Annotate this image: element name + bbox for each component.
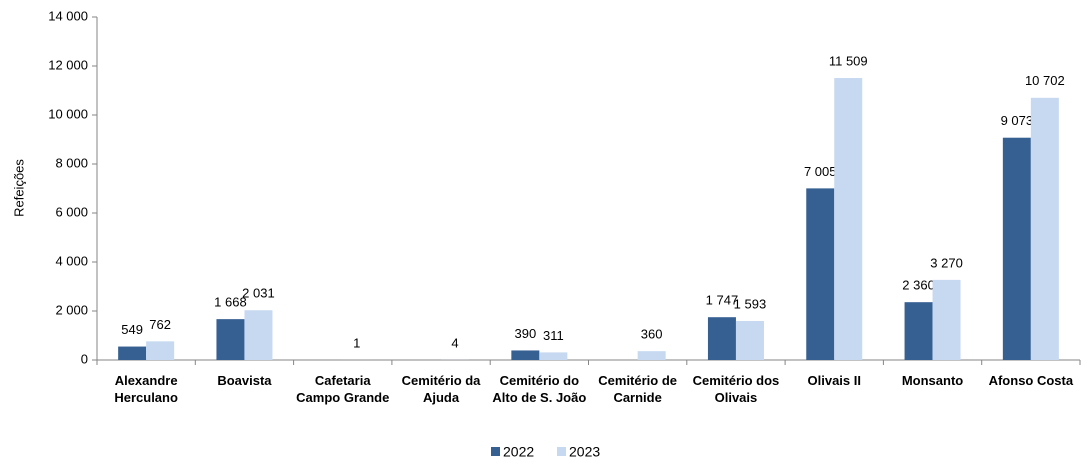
x-tick-label: Alexandre Herculano [114, 373, 178, 405]
x-tick-label: Afonso Costa [988, 373, 1074, 388]
data-label: 360 [641, 327, 663, 342]
x-tick-label: Monsanto [901, 373, 964, 388]
bar [539, 352, 568, 360]
x-tick-label: Cemitério da Ajuda [401, 373, 481, 405]
y-tick-label: 4 000 [55, 253, 88, 268]
x-tick-label: Boavista [217, 373, 272, 388]
y-tick-label: 12 000 [48, 57, 88, 72]
y-tick-label: 10 000 [48, 106, 88, 121]
y-tick-label: 8 000 [55, 155, 88, 170]
data-label: 1 668 [214, 295, 247, 310]
bar [806, 188, 835, 360]
bar [244, 310, 273, 360]
bar [707, 317, 736, 360]
bar [118, 346, 147, 360]
x-tick-label: Olivais II [807, 373, 861, 388]
data-label: 1 [353, 335, 360, 350]
y-tick-label: 2 000 [55, 302, 88, 317]
data-label: 3 270 [930, 255, 963, 270]
data-label: 762 [149, 317, 171, 332]
y-tick-label: 0 [81, 351, 88, 366]
y-tick-label: 14 000 [48, 8, 88, 23]
data-label: 311 [543, 328, 564, 343]
x-tick-label: Cemitério dos Olivais [692, 373, 780, 405]
legend-label: 2023 [569, 444, 600, 460]
bar [216, 319, 245, 360]
data-label: 11 509 [829, 53, 868, 68]
data-label: 7 005 [804, 164, 837, 179]
data-label: 1 747 [706, 293, 739, 308]
data-label: 1 593 [734, 296, 767, 311]
bar [511, 350, 540, 360]
legend-swatch [557, 447, 566, 456]
data-label: 4 [451, 335, 458, 350]
data-label: 549 [121, 322, 143, 337]
bar [637, 351, 666, 360]
data-label: 9 073 [1001, 113, 1034, 128]
y-axis-title: Refeições [11, 159, 26, 217]
data-label: 2 360 [902, 278, 935, 293]
data-label: 2 031 [242, 286, 275, 301]
x-tick-label: Cemitério do Alto de S. João [492, 373, 587, 405]
legend-swatch [491, 447, 500, 456]
bar [735, 320, 764, 360]
data-label: 10 702 [1025, 73, 1065, 88]
bar [1002, 137, 1031, 360]
bar [1030, 97, 1059, 361]
bar [932, 279, 961, 360]
bar [904, 302, 933, 360]
x-tick-label: Cemitério de Carnide [598, 373, 678, 405]
bar [834, 78, 863, 360]
data-label: 390 [514, 326, 536, 341]
y-tick-label: 6 000 [55, 204, 88, 219]
x-tick-label: Cafetaria Campo Grande [296, 373, 390, 405]
bar [146, 341, 175, 360]
legend-label: 2022 [503, 444, 534, 460]
